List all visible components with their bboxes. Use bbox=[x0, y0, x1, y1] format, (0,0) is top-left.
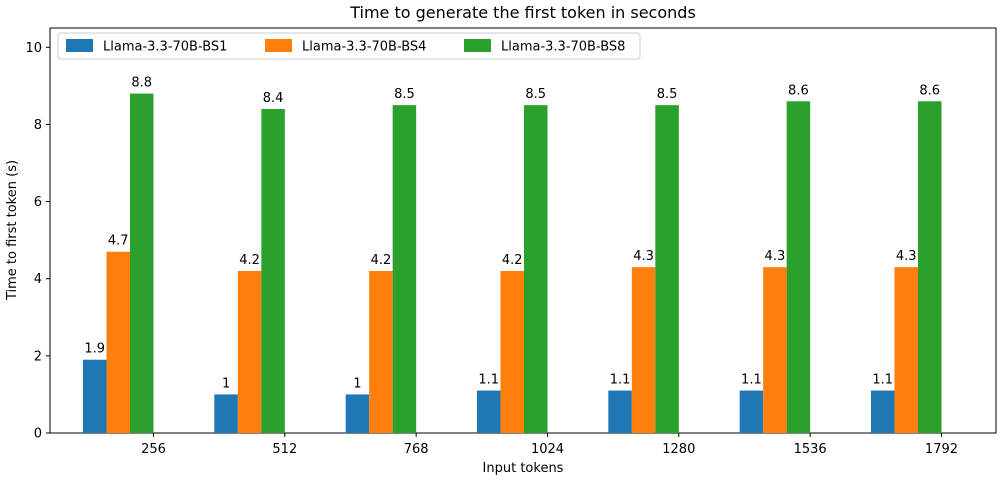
bar-value-label: 8.4 bbox=[263, 91, 284, 106]
bar-value-label: 1.1 bbox=[741, 373, 762, 388]
legend-entry-label: Llama-3.3-70B-BS1 bbox=[103, 40, 227, 55]
x-tick-label: 1024 bbox=[531, 442, 564, 457]
legend-swatch bbox=[464, 39, 491, 52]
bar-value-label: 4.2 bbox=[371, 253, 392, 268]
bar bbox=[237, 271, 262, 433]
bar bbox=[739, 390, 764, 433]
x-tick-label: 768 bbox=[404, 442, 429, 457]
x-tick-label: 256 bbox=[141, 442, 166, 457]
bar-value-label: 1.1 bbox=[872, 373, 893, 388]
y-tick-label: 4 bbox=[34, 272, 42, 287]
bar bbox=[523, 105, 548, 434]
bar-value-label: 4.2 bbox=[502, 253, 523, 268]
bar bbox=[214, 394, 238, 433]
bar bbox=[345, 394, 370, 433]
legend-entry-label: Llama-3.3-70B-BS4 bbox=[302, 40, 426, 55]
legend-entry-label: Llama-3.3-70B-BS8 bbox=[501, 40, 625, 55]
bar bbox=[894, 267, 918, 433]
bar-value-label: 8.5 bbox=[525, 87, 546, 102]
bar-value-label: 4.7 bbox=[108, 234, 129, 249]
bar bbox=[106, 251, 130, 433]
y-tick-label: 2 bbox=[34, 349, 42, 364]
bar bbox=[369, 271, 393, 433]
x-tick-label: 1280 bbox=[662, 442, 695, 457]
bar-value-label: 8.5 bbox=[394, 87, 415, 102]
bar bbox=[763, 267, 787, 433]
y-tick-label: 6 bbox=[34, 195, 42, 210]
y-tick-label: 10 bbox=[25, 41, 42, 56]
bar bbox=[917, 101, 942, 434]
bar-value-label: 1.9 bbox=[84, 342, 105, 357]
bar bbox=[392, 105, 417, 434]
bar bbox=[870, 390, 895, 433]
bar-value-label: 8.5 bbox=[657, 87, 678, 102]
bar bbox=[83, 359, 107, 433]
bar-value-label: 8.6 bbox=[919, 83, 940, 98]
x-axis: 256 512 768 1024 1280 1536 1792 bbox=[141, 433, 958, 457]
bar bbox=[130, 93, 154, 434]
bar-value-label: 1.1 bbox=[478, 373, 499, 388]
x-tick-label: 1792 bbox=[925, 442, 958, 457]
bar-value-label: 4.3 bbox=[765, 249, 786, 264]
bar-value-label: 8.6 bbox=[788, 83, 809, 98]
y-tick-label: 8 bbox=[34, 118, 42, 133]
bar bbox=[786, 101, 811, 434]
bar bbox=[608, 390, 632, 433]
y-tick-label: 0 bbox=[34, 427, 42, 442]
bar-value-label: 4.3 bbox=[633, 249, 654, 264]
legend: Llama-3.3-70B-BS1 Llama-3.3-70B-BS4 Llama-… bbox=[57, 32, 641, 60]
bar bbox=[655, 105, 679, 434]
legend-box bbox=[57, 32, 641, 60]
bar-value-label: 1 bbox=[222, 376, 230, 391]
y-axis-label: Time to first token (s) bbox=[5, 160, 20, 301]
x-axis-label: Input tokens bbox=[483, 461, 564, 476]
x-tick-label: 512 bbox=[272, 442, 297, 457]
bar bbox=[261, 109, 285, 433]
bar-value-label: 1 bbox=[353, 376, 361, 391]
y-axis: 0 2 4 6 8 10 bbox=[25, 41, 50, 442]
bar-value-label: 4.2 bbox=[239, 253, 260, 268]
x-tick-label: 1536 bbox=[794, 442, 827, 457]
chart-title: Time to generate the first token in seco… bbox=[349, 3, 696, 22]
bar-value-label: 1.1 bbox=[610, 373, 631, 388]
data-labels: 1.9 4.7 8.8 1 4.2 8.4 1 4.2 8.5 1.1 4.2 8.5 1.1 4.3 8.… bbox=[84, 76, 940, 392]
legend-swatch bbox=[265, 39, 292, 52]
legend-swatch bbox=[66, 39, 93, 52]
bar-value-label: 8.8 bbox=[131, 76, 152, 91]
bar-series bbox=[83, 93, 942, 434]
bar-value-label: 4.3 bbox=[896, 249, 917, 264]
bar bbox=[631, 267, 656, 433]
bar bbox=[476, 390, 501, 433]
bar bbox=[500, 271, 524, 433]
